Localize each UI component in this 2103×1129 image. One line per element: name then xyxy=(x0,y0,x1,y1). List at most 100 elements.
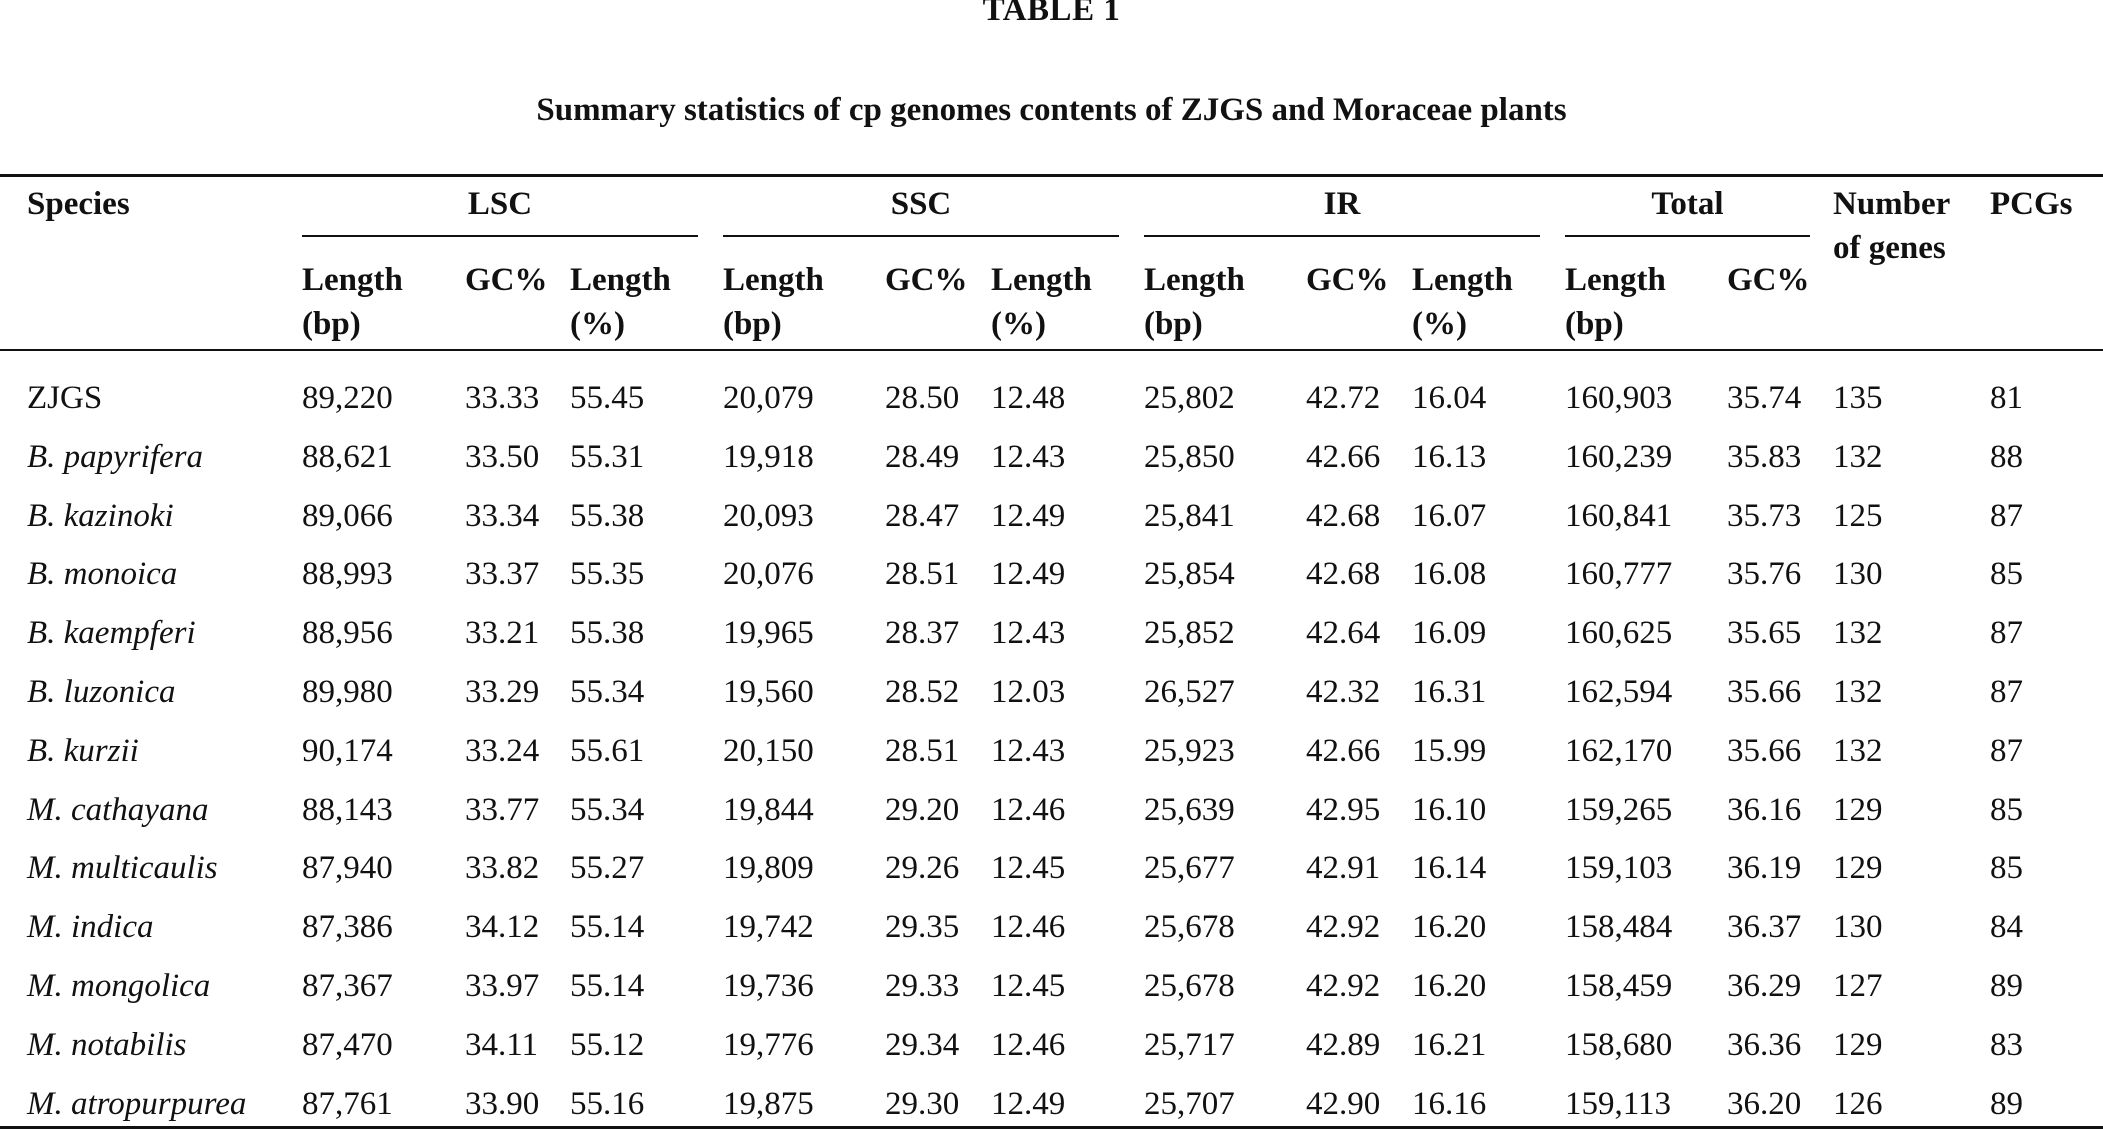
cell-lsc-gc: 33.77 xyxy=(465,792,540,828)
cell-ssc-pct: 12.43 xyxy=(991,733,1066,769)
cell-pcgs: 87 xyxy=(1990,498,2023,534)
cell-lsc-gc: 33.29 xyxy=(465,674,540,710)
cell-lsc-len: 87,470 xyxy=(302,1027,393,1063)
cell-ir-pct: 16.14 xyxy=(1412,850,1487,886)
cell-total-gc: 35.65 xyxy=(1727,615,1802,651)
cell-total-gc: 35.76 xyxy=(1727,556,1802,592)
subheader-lsc-length-pct-line2: (%) xyxy=(570,306,625,342)
table-label: TABLE 1 xyxy=(982,0,1121,28)
cell-ssc-len: 20,079 xyxy=(723,380,814,416)
subheader-ir-length-bp-line1: Length xyxy=(1144,262,1245,298)
cell-genes: 135 xyxy=(1833,380,1883,416)
cell-lsc-len: 89,220 xyxy=(302,380,393,416)
cell-ir-gc: 42.92 xyxy=(1306,968,1381,1004)
cell-ssc-len: 19,918 xyxy=(723,439,814,475)
cell-ir-pct: 16.08 xyxy=(1412,556,1487,592)
subheader-ssc-length-pct-line2: (%) xyxy=(991,306,1046,342)
cell-total-gc: 36.19 xyxy=(1727,850,1802,886)
cell-ir-pct: 16.13 xyxy=(1412,439,1487,475)
cell-lsc-gc: 33.50 xyxy=(465,439,540,475)
cell-ssc-pct: 12.49 xyxy=(991,498,1066,534)
species-name-cell: M. multicaulis xyxy=(27,850,218,886)
header-group-total: Total xyxy=(1651,186,1724,222)
cell-ir-gc: 42.66 xyxy=(1306,439,1381,475)
subheader-total-length-bp-line2: (bp) xyxy=(1565,306,1624,342)
cell-lsc-pct: 55.12 xyxy=(570,1027,645,1063)
cell-ssc-len: 19,844 xyxy=(723,792,814,828)
cell-total-len: 159,103 xyxy=(1565,850,1673,886)
cell-lsc-len: 89,066 xyxy=(302,498,393,534)
header-number-of-genes-line2: of genes xyxy=(1833,230,1946,266)
cell-lsc-pct: 55.38 xyxy=(570,615,645,651)
cell-genes: 130 xyxy=(1833,909,1883,945)
cell-total-gc: 36.36 xyxy=(1727,1027,1802,1063)
cell-ir-gc: 42.32 xyxy=(1306,674,1381,710)
species-name-cell: ZJGS xyxy=(27,380,103,416)
cell-ir-len: 25,639 xyxy=(1144,792,1235,828)
cell-total-len: 162,170 xyxy=(1565,733,1673,769)
cell-ir-len: 25,850 xyxy=(1144,439,1235,475)
cell-ssc-pct: 12.46 xyxy=(991,909,1066,945)
cell-ir-pct: 16.21 xyxy=(1412,1027,1487,1063)
cell-pcgs: 89 xyxy=(1990,1086,2023,1122)
subheader-ssc-length-pct-line1: Length xyxy=(991,262,1092,298)
cell-ir-gc: 42.92 xyxy=(1306,909,1381,945)
cell-ssc-pct: 12.49 xyxy=(991,1086,1066,1122)
cell-ir-pct: 16.09 xyxy=(1412,615,1487,651)
species-name-cell: B. kazinoki xyxy=(27,498,174,534)
cell-ir-gc: 42.89 xyxy=(1306,1027,1381,1063)
cell-pcgs: 85 xyxy=(1990,850,2023,886)
subheader-lsc-length-bp-line2: (bp) xyxy=(302,306,361,342)
cell-ssc-len: 19,965 xyxy=(723,615,814,651)
cell-ir-pct: 16.20 xyxy=(1412,968,1487,1004)
cell-lsc-gc: 34.12 xyxy=(465,909,540,945)
cell-ir-gc: 42.68 xyxy=(1306,498,1381,534)
cell-lsc-gc: 33.97 xyxy=(465,968,540,1004)
table-caption: Summary statistics of cp genomes content… xyxy=(536,92,1567,128)
cell-ir-gc: 42.95 xyxy=(1306,792,1381,828)
subheader-ir-gc: GC% xyxy=(1306,262,1389,298)
cell-ir-len: 25,678 xyxy=(1144,909,1235,945)
cell-total-len: 158,459 xyxy=(1565,968,1673,1004)
cell-genes: 129 xyxy=(1833,792,1883,828)
cell-ir-len: 25,677 xyxy=(1144,850,1235,886)
cell-ssc-gc: 29.20 xyxy=(885,792,960,828)
cell-ir-len: 25,841 xyxy=(1144,498,1235,534)
subheader-ssc-length-bp-line2: (bp) xyxy=(723,306,782,342)
cell-total-len: 160,625 xyxy=(1565,615,1673,651)
cell-lsc-pct: 55.27 xyxy=(570,850,645,886)
cell-lsc-pct: 55.35 xyxy=(570,556,645,592)
cell-ir-pct: 15.99 xyxy=(1412,733,1487,769)
cell-ssc-pct: 12.46 xyxy=(991,792,1066,828)
cell-ir-pct: 16.31 xyxy=(1412,674,1487,710)
header-bottom-rule xyxy=(0,349,2103,351)
cell-total-len: 158,680 xyxy=(1565,1027,1673,1063)
cell-ir-len: 26,527 xyxy=(1144,674,1235,710)
cell-total-gc: 36.16 xyxy=(1727,792,1802,828)
cell-genes: 129 xyxy=(1833,850,1883,886)
cell-lsc-len: 87,761 xyxy=(302,1086,393,1122)
cell-genes: 127 xyxy=(1833,968,1883,1004)
cell-ssc-len: 20,150 xyxy=(723,733,814,769)
cell-total-len: 160,841 xyxy=(1565,498,1673,534)
species-name-cell: M. notabilis xyxy=(27,1027,187,1063)
cell-genes: 132 xyxy=(1833,733,1883,769)
cell-lsc-len: 87,367 xyxy=(302,968,393,1004)
cell-ssc-pct: 12.43 xyxy=(991,615,1066,651)
cell-ir-len: 25,802 xyxy=(1144,380,1235,416)
header-number-of-genes-line1: Number xyxy=(1833,186,1951,222)
cell-pcgs: 85 xyxy=(1990,556,2023,592)
cell-ir-pct: 16.20 xyxy=(1412,909,1487,945)
cell-lsc-pct: 55.16 xyxy=(570,1086,645,1122)
cell-ssc-gc: 29.26 xyxy=(885,850,960,886)
cell-lsc-gc: 33.37 xyxy=(465,556,540,592)
subheader-lsc-gc: GC% xyxy=(465,262,548,298)
cell-ssc-pct: 12.48 xyxy=(991,380,1066,416)
cell-total-gc: 36.20 xyxy=(1727,1086,1802,1122)
cell-ssc-len: 19,560 xyxy=(723,674,814,710)
cell-total-gc: 35.66 xyxy=(1727,674,1802,710)
cell-lsc-pct: 55.14 xyxy=(570,968,645,1004)
species-name-cell: B. kaempferi xyxy=(27,615,196,651)
cell-total-gc: 36.29 xyxy=(1727,968,1802,1004)
